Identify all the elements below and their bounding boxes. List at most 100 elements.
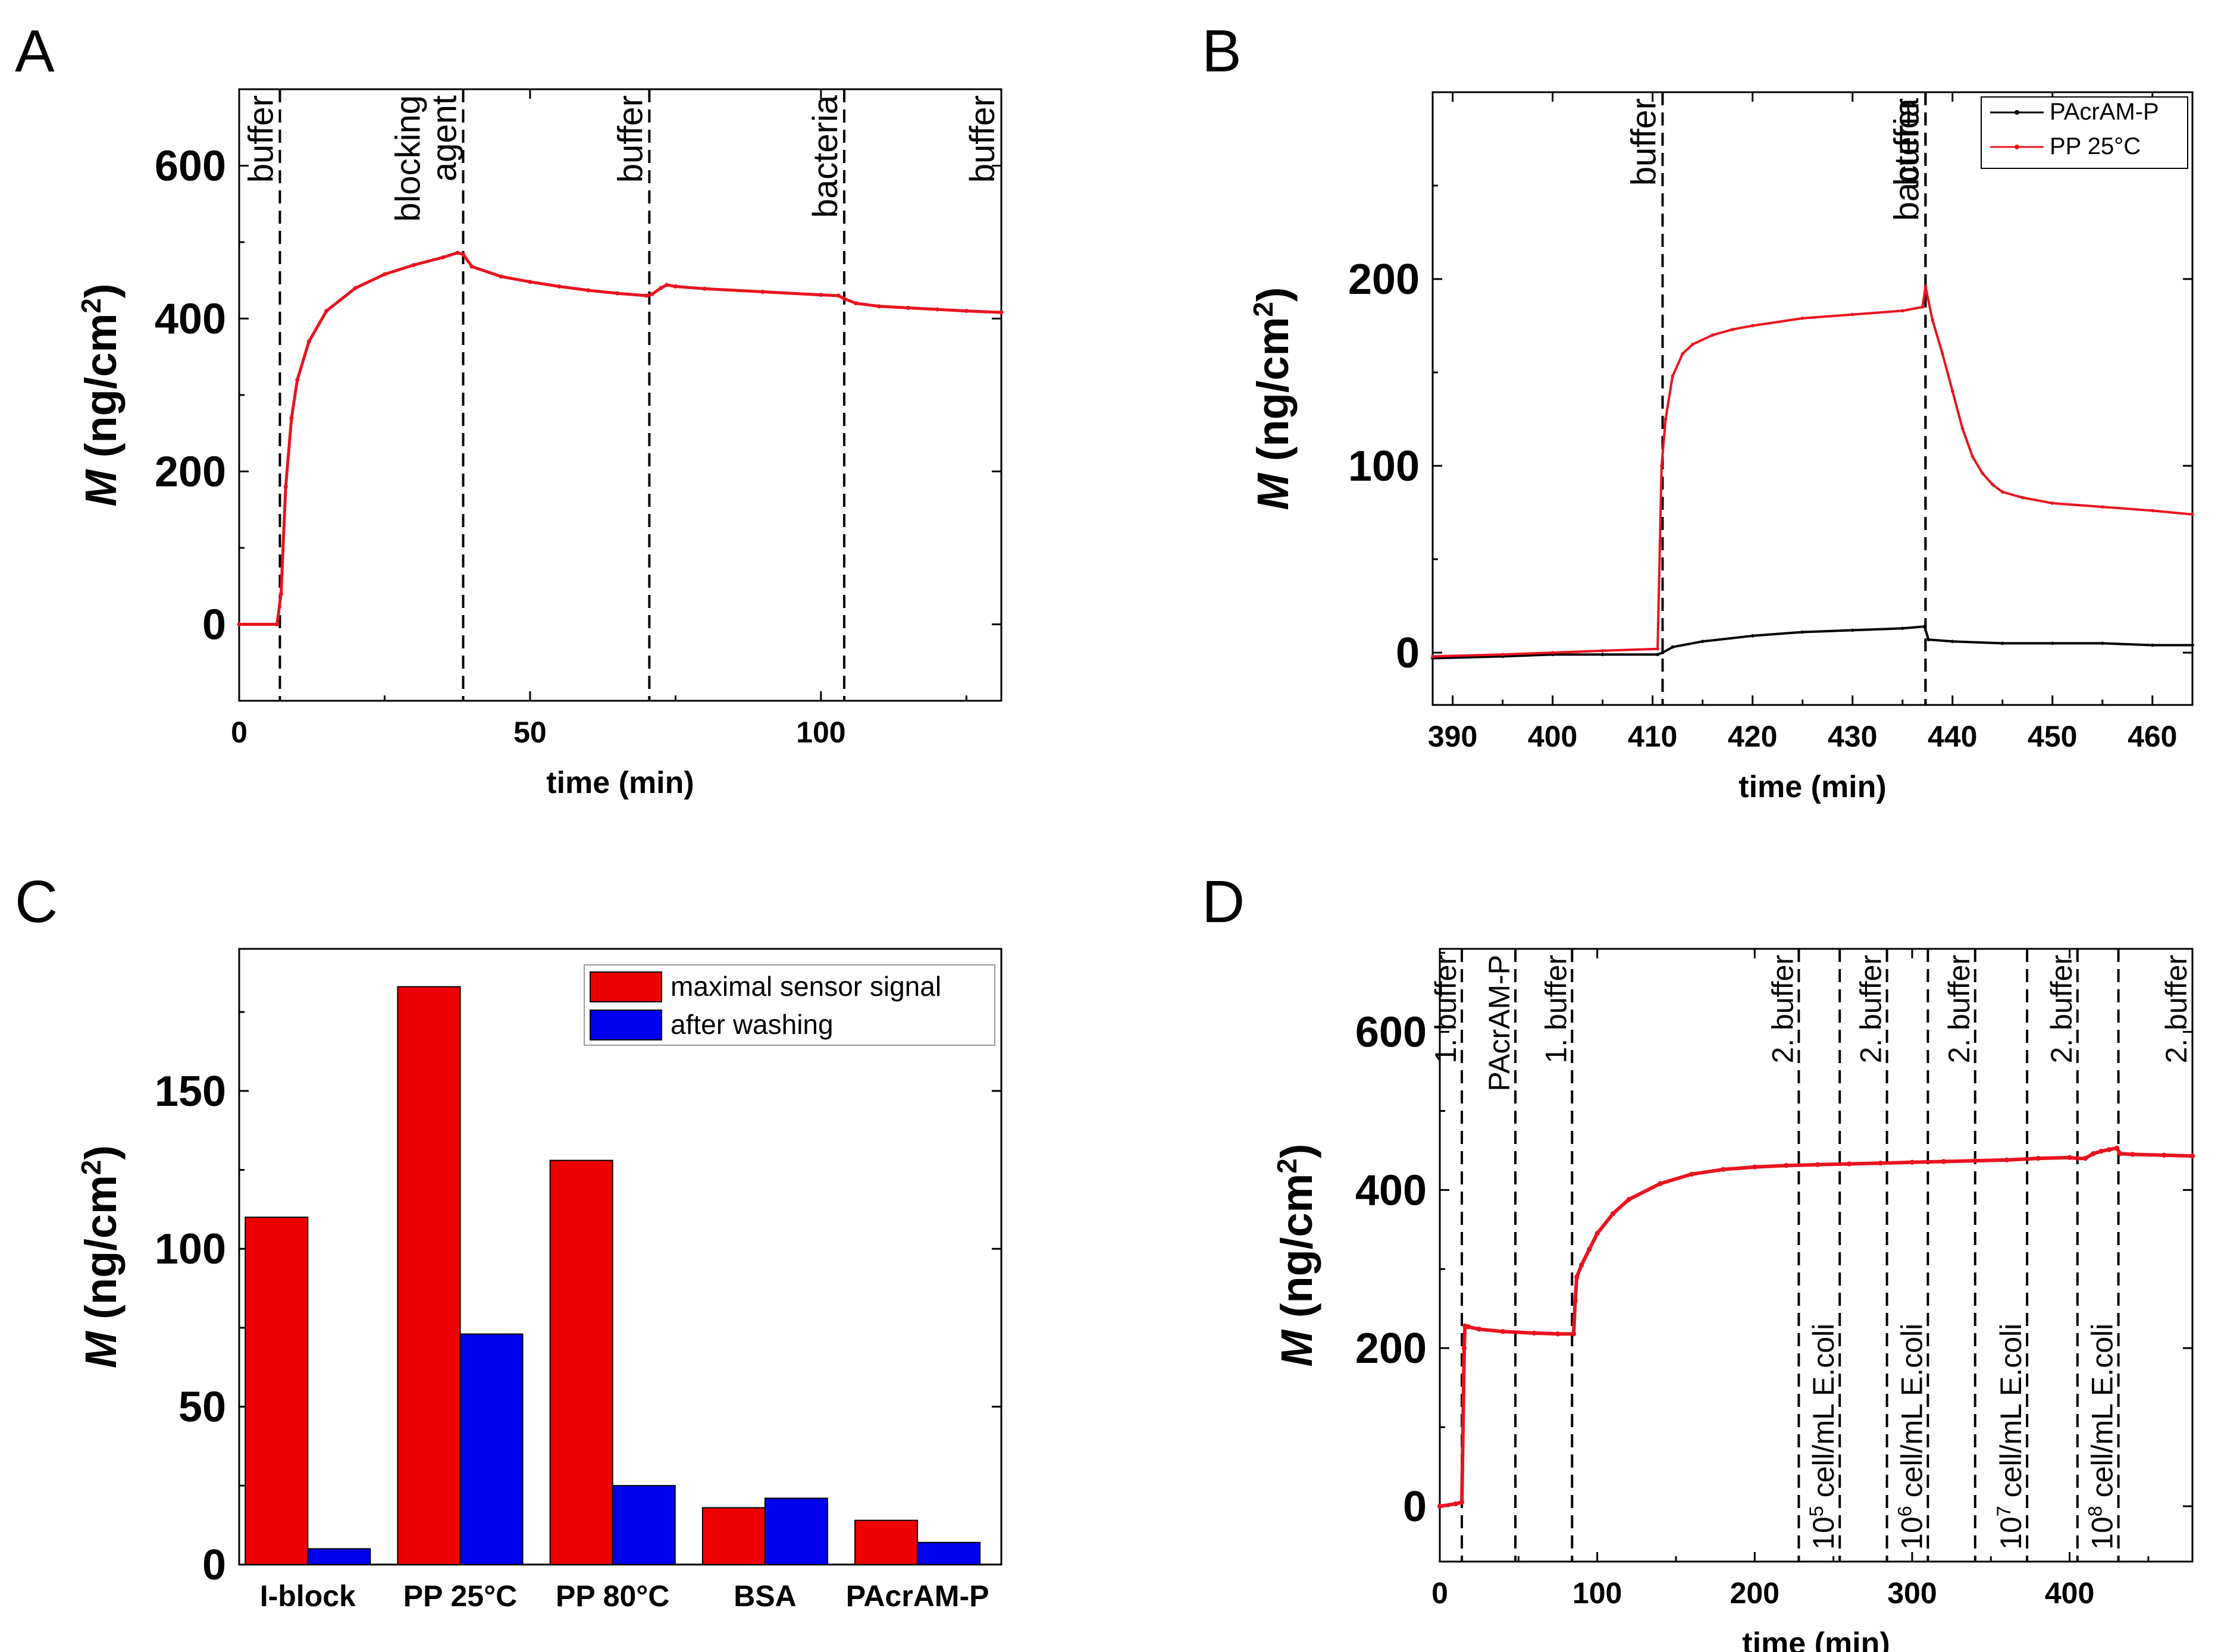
data-point xyxy=(1663,417,1668,421)
y-axis-label-close: ) xyxy=(76,1145,126,1160)
data-point xyxy=(2117,1151,2123,1156)
bar xyxy=(917,1541,981,1566)
data-point xyxy=(1970,454,1975,459)
data-point xyxy=(1600,653,1605,657)
bar xyxy=(307,1548,371,1565)
x-tick-label: 50 xyxy=(513,716,547,749)
data-point xyxy=(842,296,847,301)
bar xyxy=(459,1333,524,1566)
x-tick-label: 390 xyxy=(1428,720,1477,753)
data-point xyxy=(2091,1151,2096,1156)
data-point xyxy=(586,288,591,293)
data-point xyxy=(2000,641,2004,645)
data-point xyxy=(1926,638,1931,641)
event-label-base: 10 xyxy=(1895,1516,1928,1550)
data-point xyxy=(1878,1160,1884,1166)
legend-entry: maximal sensor signal xyxy=(671,971,941,1002)
data-point xyxy=(1465,1324,1471,1330)
x-tick-label: I-block xyxy=(260,1579,356,1613)
y-axis-label: M (ng/cm2) xyxy=(76,1145,126,1368)
data-point xyxy=(1850,312,1854,316)
y-tick-label: 0 xyxy=(202,1541,226,1589)
data-point xyxy=(2191,643,2194,647)
event-label-sup: 8 xyxy=(2085,1506,2106,1516)
bar xyxy=(854,1519,919,1566)
data-point xyxy=(382,272,387,277)
panel-D: D 0 100 200 300 400 0 200 400 600 time (min) M (ng/… xyxy=(1202,869,2195,1652)
event-label: buffer xyxy=(1624,98,1663,186)
y-tick-label: 0 xyxy=(202,601,226,649)
data-point xyxy=(1923,284,1928,289)
event-label-sup: 5 xyxy=(1806,1506,1827,1516)
data-point xyxy=(1453,1501,1458,1507)
data-point xyxy=(1931,318,1934,322)
data-point xyxy=(499,274,503,279)
event-label: 108 cell/mL E.coli xyxy=(2085,1324,2119,1550)
data-point xyxy=(1572,1298,1578,1303)
x-tick-label: 420 xyxy=(1728,720,1777,753)
data-point xyxy=(1950,640,1954,644)
data-point xyxy=(1661,651,1665,654)
x-tick-label: PP 80°C xyxy=(556,1579,669,1613)
event-label: buffer xyxy=(611,95,650,183)
event-label: 1. buffer xyxy=(1429,955,1462,1064)
data-point xyxy=(2100,505,2104,509)
data-point xyxy=(1671,645,1675,649)
x-tick-label: 0 xyxy=(1431,1576,1448,1610)
x-tick-label: 450 xyxy=(2028,720,2077,753)
y-axis-label-unit: (ng/cm xyxy=(76,314,126,470)
data-point xyxy=(836,293,841,298)
x-tick-label: 0 xyxy=(231,716,248,749)
y-tick-label: 600 xyxy=(1355,1009,1427,1057)
x-tick-label: 200 xyxy=(1730,1576,1780,1610)
data-point xyxy=(1691,343,1694,346)
event-label: 2. buffer xyxy=(1854,955,1888,1064)
data-point xyxy=(353,286,358,290)
panel-letter: D xyxy=(1202,869,1245,935)
bar xyxy=(549,1159,613,1565)
data-point xyxy=(1960,427,1965,431)
data-point xyxy=(1850,628,1854,632)
data-point xyxy=(2020,496,2025,500)
data-point xyxy=(673,284,678,289)
data-point xyxy=(760,290,765,294)
event-label: 105 cell/mL E.coli xyxy=(1806,1324,1840,1550)
data-point xyxy=(1711,333,1715,337)
data-point xyxy=(2000,490,2004,494)
data-point xyxy=(1900,309,1904,313)
y-tick-label: 150 xyxy=(155,1068,226,1115)
data-point xyxy=(1531,1330,1537,1336)
data-point xyxy=(906,306,911,311)
x-tick-label: 300 xyxy=(1887,1576,1937,1610)
event-label: 107 cell/mL E.coli xyxy=(1993,1324,2028,1550)
data-point xyxy=(659,286,663,290)
event-label-base: 10 xyxy=(1807,1516,1840,1550)
event-label: 2. buffer xyxy=(2045,955,2078,1064)
data-point xyxy=(1555,1331,1561,1337)
data-point xyxy=(1500,653,1505,657)
data-point xyxy=(877,304,882,309)
legend-marker xyxy=(2015,110,2019,115)
data-point xyxy=(1461,1345,1467,1351)
data-point xyxy=(1659,464,1663,468)
data-point xyxy=(1900,626,1904,631)
data-point xyxy=(1800,630,1805,634)
data-point xyxy=(615,291,620,296)
data-point xyxy=(1500,1329,1506,1334)
data-point xyxy=(278,591,283,596)
legend-marker xyxy=(2015,145,2019,149)
bar xyxy=(764,1497,828,1566)
data-point xyxy=(295,377,300,382)
data-point xyxy=(935,307,939,312)
data-point xyxy=(469,264,474,269)
x-tick-label: 440 xyxy=(1928,720,1977,753)
event-label: PAcrAM-P xyxy=(1483,955,1516,1092)
data-point xyxy=(1750,324,1755,328)
event-label-sup: 6 xyxy=(1894,1506,1915,1516)
bar xyxy=(245,1217,309,1565)
data-point xyxy=(2100,641,2104,645)
data-point xyxy=(1658,1181,1663,1186)
x-tick-label: 460 xyxy=(2128,720,2177,753)
data-point xyxy=(1721,1167,1726,1173)
series-line xyxy=(239,251,1002,626)
